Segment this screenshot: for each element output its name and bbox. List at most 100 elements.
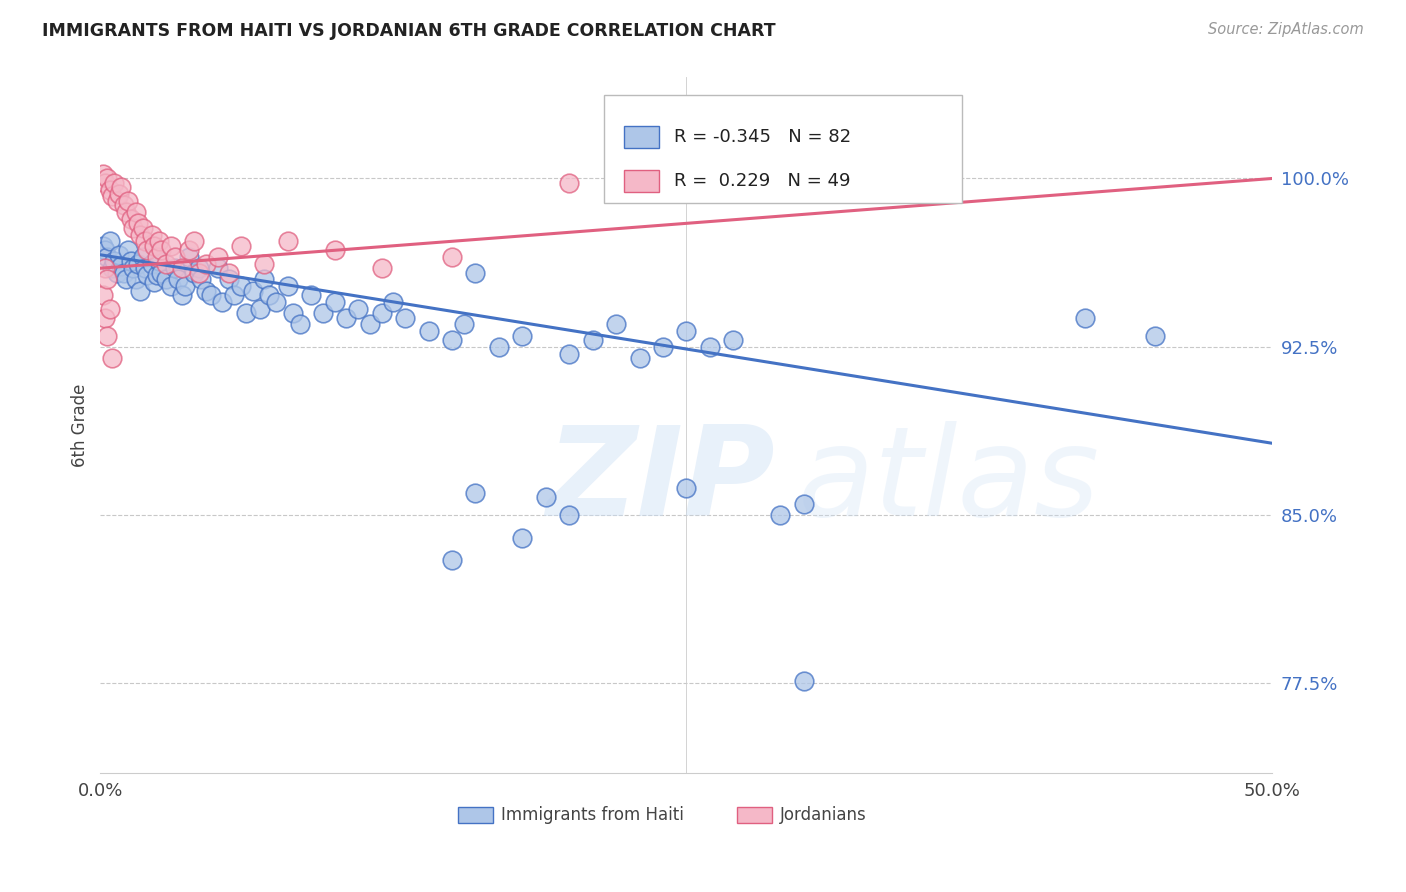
Point [101,189,124,203]
Point [98,301,121,316]
Point [464,266,486,280]
Point [96,171,118,186]
Point [281,306,304,320]
Point [699,340,721,354]
Point [115,272,138,286]
Point [628,351,651,365]
Point [558,176,581,190]
Point [534,490,557,504]
Point [112,266,135,280]
Text: Jordanians: Jordanians [780,806,868,824]
Point [769,508,792,523]
Point [370,306,392,320]
Point [675,324,697,338]
Point [129,227,152,242]
Point [242,284,264,298]
Point [98,183,121,197]
Point [257,288,280,302]
Y-axis label: 6th Grade: 6th Grade [72,384,89,467]
Bar [458,806,494,823]
Point [605,318,627,332]
Point [115,205,138,219]
Point [103,176,125,190]
Point [127,216,149,230]
Point [173,279,195,293]
Point [122,220,145,235]
Point [253,272,276,286]
Point [253,257,276,271]
Point [183,235,205,249]
Point [110,259,132,273]
Point [1144,328,1167,343]
Point [159,279,181,293]
Point [94,261,117,276]
Text: R = -0.345   N = 82: R = -0.345 N = 82 [673,128,851,145]
Text: R =  0.229   N = 49: R = 0.229 N = 49 [673,172,851,190]
Point [394,310,416,325]
Point [91,167,114,181]
Point [382,294,405,309]
Point [122,261,145,276]
Point [172,261,194,276]
Point [94,244,117,258]
Bar [737,806,772,823]
Point [120,254,142,268]
Point [229,279,252,293]
Point [179,244,201,258]
Point [112,198,135,212]
Point [117,244,139,258]
Point [793,497,815,511]
Point [488,340,510,354]
Bar [624,169,659,192]
Point [94,310,117,325]
Point [120,211,142,226]
Point [165,250,187,264]
Point [136,268,159,282]
Point [582,333,605,347]
Point [288,318,311,332]
Point [159,239,181,253]
Point [675,481,697,495]
Point [101,351,124,365]
Point [249,301,271,316]
Point [453,318,475,332]
Point [134,235,156,249]
Point [200,288,222,302]
Point [96,250,118,264]
Point [141,257,163,271]
Point [312,306,335,320]
Point [105,266,128,280]
Point [277,235,299,249]
Point [143,239,166,253]
Point [264,294,287,309]
Text: atlas: atlas [797,420,1099,541]
Point [323,244,346,258]
Point [359,318,381,332]
Text: Immigrants from Haiti: Immigrants from Haiti [501,806,685,824]
Point [370,261,392,276]
Point [105,194,128,208]
Point [418,324,440,338]
Point [124,205,146,219]
Point [108,248,131,262]
Text: Source: ZipAtlas.com: Source: ZipAtlas.com [1208,22,1364,37]
Point [131,250,153,264]
Point [323,294,346,309]
Point [165,261,187,276]
Point [96,328,118,343]
Point [110,180,132,194]
Point [347,301,370,316]
Point [150,266,173,280]
Point [131,220,153,235]
Point [187,261,209,276]
Point [1074,310,1097,325]
Point [94,176,117,190]
Point [793,674,815,689]
Point [101,261,124,276]
Bar [624,126,659,148]
Point [155,257,177,271]
Point [510,328,533,343]
Point [183,266,205,280]
Point [179,250,201,264]
Point [103,254,125,268]
